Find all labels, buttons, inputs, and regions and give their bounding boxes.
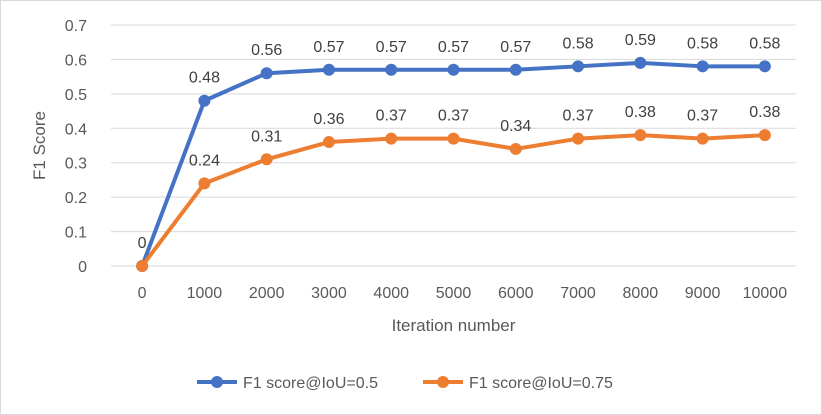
- data-point: [509, 142, 522, 155]
- data-label: 0: [138, 235, 147, 252]
- series-line-2: [140, 133, 767, 268]
- data-point: [447, 132, 460, 145]
- data-label: 0.38: [625, 104, 656, 121]
- data-point: [758, 129, 771, 142]
- y-tick-label: 0.1: [65, 225, 87, 242]
- x-tick-label: 8000: [623, 285, 659, 302]
- data-point: [696, 132, 709, 145]
- y-tick-label: 0.4: [65, 121, 87, 138]
- data-point: [634, 129, 647, 142]
- y-axis-title: F1 Score: [30, 111, 49, 180]
- data-point: [572, 60, 585, 73]
- x-tick-label: 3000: [311, 285, 347, 302]
- data-label: 0.31: [251, 128, 282, 145]
- data-label: 0.37: [376, 108, 407, 125]
- legend-swatch-marker: [437, 376, 449, 388]
- x-tick-label: 5000: [436, 285, 472, 302]
- data-label: 0.37: [687, 108, 718, 125]
- x-tick-label: 0: [138, 285, 147, 302]
- data-label: 0.57: [438, 39, 469, 56]
- data-point: [260, 153, 273, 166]
- x-tick-label: 4000: [373, 285, 409, 302]
- y-axis-ticks: 0 0.1 0.2 0.3 0.4 0.5 0.6 0.7: [65, 18, 87, 276]
- legend-swatch-marker: [211, 376, 223, 388]
- data-labels: 0 0.48 0.56 0.57 0.57 0.57 0.57 0.58 0.59 0.58 0.5…: [138, 32, 781, 252]
- data-point: [385, 132, 398, 145]
- data-label: 0.48: [189, 70, 220, 87]
- data-point: [509, 63, 522, 76]
- data-point: [758, 60, 771, 73]
- data-label: 0.38: [749, 104, 780, 121]
- y-tick-label: 0.3: [65, 156, 87, 173]
- data-point: [322, 136, 335, 149]
- data-label: 0.59: [625, 32, 656, 49]
- y-tick-label: 0.6: [65, 52, 87, 69]
- x-tick-label: 7000: [560, 285, 596, 302]
- data-point: [447, 63, 460, 76]
- data-label: 0.37: [438, 108, 469, 125]
- legend-label: F1 score@IoU=0.5: [243, 375, 378, 392]
- data-label: 0.57: [500, 39, 531, 56]
- data-label: 0.57: [313, 39, 344, 56]
- data-point: [696, 60, 709, 73]
- gridlines: [111, 24, 796, 267]
- x-tick-label: 2000: [249, 285, 285, 302]
- data-point: [572, 132, 585, 145]
- data-label: 0.58: [749, 35, 780, 52]
- data-label: 0.58: [687, 35, 718, 52]
- x-tick-label: 9000: [685, 285, 721, 302]
- data-label: 0.34: [500, 118, 531, 135]
- data-point: [385, 63, 398, 76]
- data-point: [198, 94, 211, 107]
- data-label: 0.56: [251, 42, 282, 59]
- data-point: [260, 67, 273, 80]
- legend: F1 score@IoU=0.5 F1 score@IoU=0.75: [197, 375, 613, 392]
- data-point: [634, 56, 647, 69]
- y-tick-label: 0.7: [65, 18, 87, 35]
- x-tick-label: 1000: [187, 285, 223, 302]
- data-label: 0.37: [562, 108, 593, 125]
- y-tick-label: 0: [78, 259, 87, 276]
- data-label: 0.58: [562, 35, 593, 52]
- data-label: 0.36: [313, 111, 344, 128]
- data-point: [198, 177, 211, 190]
- data-label: 0.24: [189, 152, 220, 169]
- series-lines: [136, 56, 771, 272]
- x-axis-title: Iteration number: [392, 316, 516, 335]
- x-tick-label: 10000: [743, 285, 788, 302]
- data-label: 0.57: [376, 39, 407, 56]
- y-tick-label: 0.2: [65, 190, 87, 207]
- x-axis-ticks: 0 1000 2000 3000 4000 5000 6000 7000 8000 9000 100…: [138, 285, 788, 302]
- x-tick-label: 6000: [498, 285, 534, 302]
- legend-label: F1 score@IoU=0.75: [469, 375, 613, 392]
- data-point: [322, 63, 335, 76]
- y-tick-label: 0.5: [65, 87, 87, 104]
- data-point: [136, 260, 149, 272]
- series-line-1: [140, 60, 767, 268]
